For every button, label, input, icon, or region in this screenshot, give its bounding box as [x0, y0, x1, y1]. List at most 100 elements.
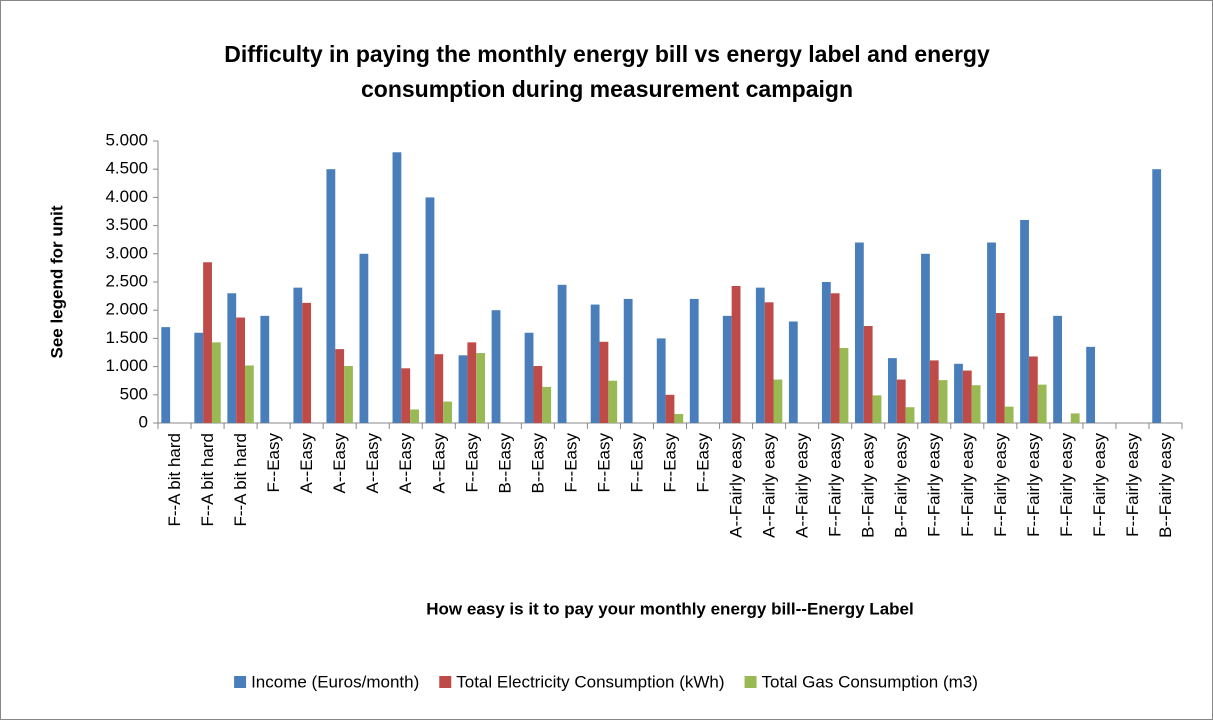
- y-axis-title: See legend for unit: [47, 205, 66, 358]
- bar: [656, 338, 666, 423]
- bar: [905, 407, 915, 423]
- bar: [359, 253, 369, 423]
- bar: [854, 242, 864, 423]
- bar: [542, 386, 552, 423]
- bar: [1004, 406, 1014, 423]
- bar: [921, 253, 930, 423]
- bar: [830, 293, 840, 423]
- bar: [335, 349, 345, 423]
- bar: [161, 327, 171, 423]
- x-tick-label: B--Fairly easy: [859, 433, 878, 538]
- x-tick-label: A--Easy: [429, 433, 448, 494]
- x-tick-label: F--Fairly easy: [1123, 433, 1142, 537]
- legend-swatch: [234, 676, 247, 688]
- bar: [1152, 169, 1162, 423]
- bar: [599, 341, 609, 423]
- bar: [293, 287, 303, 423]
- x-tick-label: F--Fairly easy: [1057, 433, 1076, 537]
- chart-title: Difficulty in paying the monthly energy …: [224, 41, 990, 67]
- chart-title: consumption during measurement campaign: [361, 76, 853, 102]
- y-tick-label: 3.500: [105, 215, 148, 234]
- bar: [302, 302, 312, 423]
- x-tick-label: F--Easy: [594, 433, 613, 493]
- bar: [731, 285, 741, 423]
- bar: [1037, 384, 1047, 423]
- x-axis-title: How easy is it to pay your monthly energ…: [426, 599, 913, 618]
- x-tick-label: F--Easy: [264, 433, 283, 493]
- x-tick-label: B--Fairly easy: [892, 433, 911, 538]
- x-tick-label: F--Easy: [627, 433, 646, 493]
- bar: [491, 310, 501, 423]
- x-tick-label: F--A bit hard: [231, 433, 250, 527]
- bar: [962, 370, 972, 423]
- x-tick-label: F--Easy: [462, 433, 481, 493]
- y-tick-label: 1.000: [105, 356, 148, 375]
- x-tick-label: F--Easy: [694, 433, 713, 493]
- bar: [788, 321, 798, 423]
- bar: [344, 366, 353, 423]
- y-tick-label: 4.500: [105, 159, 148, 178]
- x-tick-label: A--Easy: [396, 433, 415, 494]
- bar: [1070, 413, 1080, 423]
- bar: [755, 287, 765, 423]
- bar: [929, 360, 939, 423]
- bar: [971, 385, 981, 423]
- bar: [987, 242, 996, 423]
- bar: [938, 380, 948, 423]
- x-tick-label: F--A bit hard: [198, 433, 217, 527]
- x-tick-label: F--Fairly easy: [991, 433, 1010, 537]
- bar: [260, 315, 270, 423]
- bar: [244, 365, 254, 423]
- bar: [773, 379, 783, 423]
- bar: [821, 282, 831, 423]
- bar: [623, 298, 633, 423]
- bar: [1086, 346, 1096, 423]
- bar: [410, 409, 419, 423]
- y-tick-label: 2.500: [105, 271, 148, 290]
- x-tick-label: F--A bit hard: [165, 433, 184, 527]
- x-tick-label: F--Fairly easy: [925, 433, 944, 537]
- x-tick-label: F--Easy: [660, 433, 679, 493]
- bar: [590, 304, 600, 423]
- bar: [863, 325, 873, 423]
- bar: [1028, 356, 1038, 423]
- y-tick-label: 0: [139, 412, 148, 431]
- bar: [425, 197, 435, 423]
- bar: [896, 379, 906, 423]
- bar: [872, 395, 882, 423]
- bar: [764, 302, 774, 423]
- bar: [458, 355, 468, 423]
- bar: [194, 332, 204, 423]
- bar: [608, 380, 618, 423]
- y-tick-label: 3.000: [105, 243, 148, 262]
- bar: [1020, 219, 1029, 423]
- bar: [211, 342, 221, 423]
- x-tick-label: A--Easy: [363, 433, 382, 494]
- legend-label: Total Gas Consumption (m3): [762, 672, 978, 691]
- x-tick-label: F--Fairly easy: [1090, 433, 1109, 537]
- bar: [443, 401, 452, 423]
- bar: [839, 347, 849, 423]
- x-tick-label: B--Easy: [495, 433, 514, 494]
- legend-swatch: [439, 676, 452, 688]
- legend-label: Income (Euros/month): [251, 672, 419, 691]
- x-tick-label: F--Fairly easy: [958, 433, 977, 537]
- x-tick-label: A--Fairly easy: [727, 433, 746, 538]
- y-tick-label: 1.500: [105, 328, 148, 347]
- bar: [434, 354, 444, 423]
- x-tick-label: A--Easy: [330, 433, 349, 494]
- x-tick-label: F--Easy: [561, 433, 580, 493]
- y-tick-label: 500: [120, 384, 148, 403]
- x-tick-label: B--Easy: [528, 433, 547, 494]
- bar: [476, 353, 486, 423]
- bar: [1053, 315, 1062, 423]
- legend-label: Total Electricity Consumption (kWh): [456, 672, 724, 691]
- bar: [533, 366, 543, 423]
- bar: [236, 317, 245, 423]
- bar: [227, 293, 237, 423]
- legend-swatch: [744, 676, 757, 688]
- bar: [954, 363, 963, 423]
- x-tick-label: F--Fairly easy: [826, 433, 845, 537]
- bar: [995, 313, 1005, 423]
